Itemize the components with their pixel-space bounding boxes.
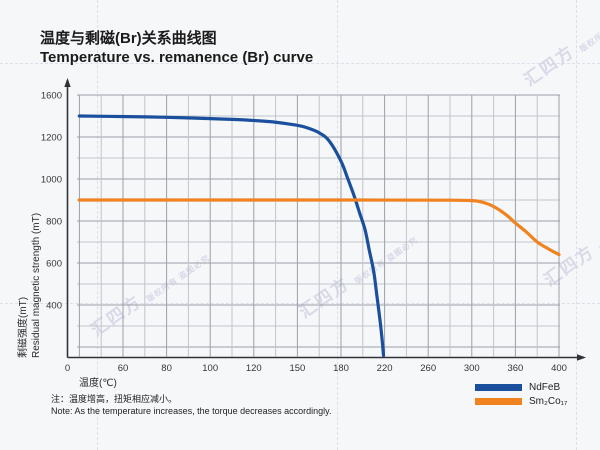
x-tick-label: 220: [377, 363, 393, 374]
y-tick-label: 1200: [41, 133, 62, 144]
x-tick-label: 400: [551, 363, 567, 374]
legend-item-sm2co17: Sm₂Co₁₇: [475, 395, 567, 408]
series-curve-ndfeb: [77, 114, 386, 357]
x-tick-label: 120: [246, 363, 262, 374]
x-tick-label: 60: [118, 363, 129, 374]
grid-lines: [77, 94, 560, 357]
x-tick-label: 180: [333, 363, 349, 374]
legend-item-ndfeb: NdFeB: [475, 381, 567, 394]
footnote-zh: 注：温度增高，扭矩相应减小。: [51, 394, 178, 404]
legend-swatch-sm2co17: [475, 398, 522, 405]
legend-label-ndfeb: NdFeB: [529, 382, 561, 393]
y-axis-title-zh: 剩磁强度(mT): [18, 296, 29, 358]
footnote: 注：温度增高，扭矩相应减小。 Note: As the temperature …: [51, 393, 332, 417]
y-axis-title: 剩磁强度(mT) Residual magnetic strength (mT): [17, 86, 43, 358]
legend-swatch-ndfeb: [475, 384, 522, 391]
x-axis-title: 温度(℃): [79, 378, 117, 389]
y-tick-label: 400: [46, 301, 62, 312]
chart-legend: NdFeB Sm₂Co₁₇: [475, 381, 567, 409]
legend-label-sm2co17: Sm₂Co₁₇: [529, 396, 568, 407]
axes: [64, 78, 586, 361]
series-curve-sm2co17: [77, 198, 561, 257]
x-tick-label: 260: [420, 363, 436, 374]
x-tick-label: 80: [161, 363, 172, 374]
footnote-en: Note: As the temperature increases, the …: [51, 406, 332, 416]
y-tick-label: 1600: [41, 91, 62, 102]
page-title-zh: 温度与剩磁(Br)关系曲线图: [40, 30, 217, 47]
y-tick-label: 800: [46, 217, 62, 228]
page-title-en: Temperature vs. remanence (Br) curve: [40, 49, 314, 66]
x-tick-label: 150: [289, 363, 305, 374]
y-tick-label: 1000: [41, 175, 62, 186]
x-tick-label: 100: [202, 363, 218, 374]
y-axis-title-en: Residual magnetic strength (mT): [31, 212, 42, 358]
x-tick-label: 360: [507, 363, 523, 374]
x-tick-label: 300: [464, 363, 480, 374]
x-tick-label: 0: [65, 363, 70, 374]
y-tick-label: 600: [46, 259, 62, 270]
tick-labels: 1600 1200 1000 800 600 400 0 60 80 100 120 150 180 22…: [41, 91, 567, 375]
